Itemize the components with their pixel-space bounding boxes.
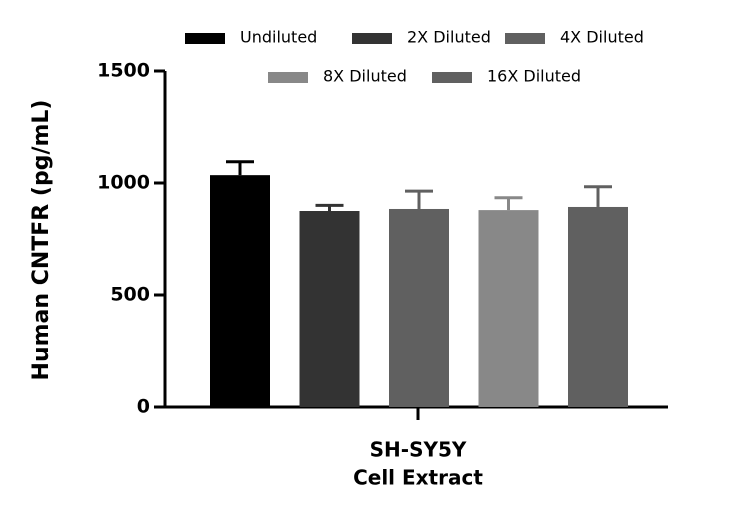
legend-swatch — [185, 33, 225, 44]
bar — [299, 211, 360, 407]
error-bar — [226, 160, 254, 176]
y-tick-label: 1000 — [97, 172, 150, 194]
error-bar — [405, 189, 433, 209]
legend-label: 2X Diluted — [407, 28, 491, 47]
legend-swatch — [432, 72, 472, 83]
x-tick-label: Cell Extract — [353, 466, 483, 490]
legend-swatch — [352, 33, 392, 44]
legend-label: Undiluted — [240, 28, 317, 47]
legend-swatch — [268, 72, 308, 83]
legend-label: 4X Diluted — [560, 28, 644, 47]
legend-label: 8X Diluted — [323, 67, 407, 86]
bar — [210, 175, 270, 407]
y-tick-label: 0 — [137, 396, 150, 418]
legend-label: 16X Diluted — [487, 67, 581, 86]
bar — [478, 210, 539, 407]
y-axis-label: Human CNTFR (pg/mL) — [29, 100, 54, 381]
error-bar — [494, 196, 523, 211]
error-bar — [315, 203, 344, 211]
legend-swatch — [505, 33, 545, 44]
bar — [389, 208, 449, 407]
y-tick-label: 500 — [110, 284, 150, 306]
x-tick-label: SH-SY5Y — [370, 438, 467, 462]
error-bar — [584, 185, 612, 207]
y-tick-label: 1500 — [97, 60, 150, 82]
bar — [568, 206, 628, 407]
